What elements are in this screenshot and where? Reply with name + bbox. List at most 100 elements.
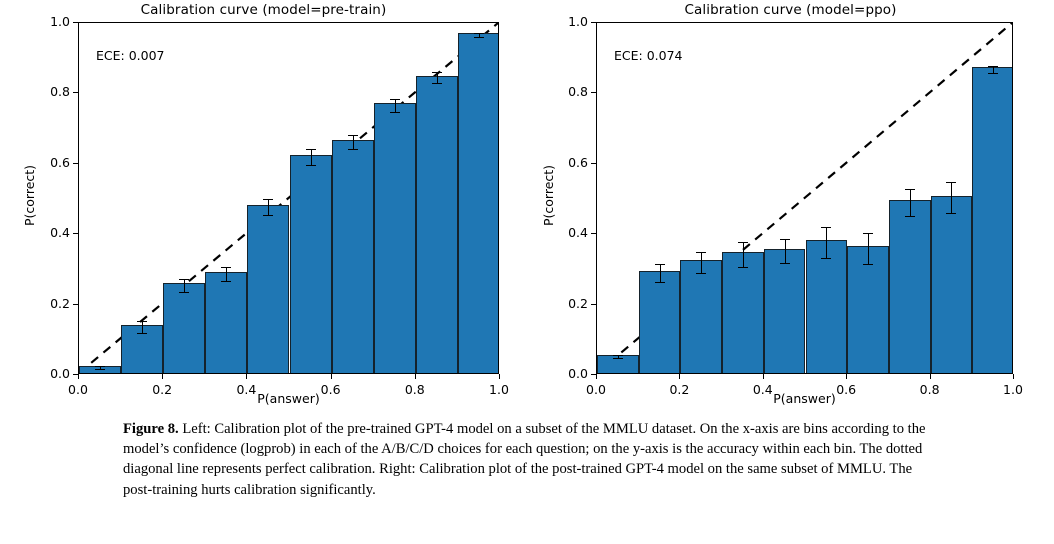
y-tick-mark [73,162,78,164]
figure-caption: Figure 8. Left: Calibration plot of the … [123,419,933,500]
error-bar-cap [654,282,665,284]
figure-caption-label: Figure 8. [123,421,179,437]
x-tick-label: 0.4 [752,382,773,397]
error-bar-cap [473,32,484,34]
x-tick-label: 1.0 [1003,382,1023,397]
y-tick-label: 1.0 [50,14,70,29]
error-bar-cap [347,134,358,136]
y-tick-mark [591,92,596,94]
error-bar [394,98,396,113]
error-bar [826,226,828,258]
calibration-bar [163,283,206,373]
x-tick-mark [596,374,597,379]
x-tick-label: 0.4 [236,382,257,397]
y-axis-label-left: P(correct) [22,164,37,226]
plot-area-left [78,22,499,374]
y-tick-label: 0.2 [50,295,70,311]
y-tick-label: 0.6 [568,154,588,170]
error-bar-cap [95,366,106,368]
calibration-bar [638,271,681,373]
error-bar [909,188,911,216]
y-tick-label: 0.2 [568,295,588,311]
y-tick-label: 0.4 [568,225,588,241]
error-bar-cap [988,65,999,67]
error-bar-cap [263,199,274,201]
x-tick-mark [78,374,79,379]
error-bar-cap [179,278,190,280]
error-bar-cap [263,214,274,216]
y-tick-mark [591,303,596,305]
error-bar-cap [779,263,790,265]
error-bar-cap [696,252,707,254]
calibration-bar [331,139,374,373]
calibration-bar [930,195,973,373]
x-tick-label: 0.8 [919,382,940,397]
error-bar-cap [95,369,106,371]
figure-caption-body: Left: Calibration plot of the pre-traine… [123,421,926,498]
error-bar-cap [179,291,190,293]
y-tick-label: 0.8 [50,84,70,100]
x-tick-label: 0.6 [320,382,341,397]
error-bar-cap [946,181,957,183]
error-bar [310,149,312,165]
calibration-bar [457,32,498,373]
ece-annotation-right: ECE: 0.074 [614,48,683,63]
x-tick-label: 0.0 [586,382,606,397]
error-bar [184,278,186,292]
x-tick-mark [162,374,164,379]
y-tick-mark [591,374,596,375]
y-tick-mark [591,22,596,23]
x-tick-mark [762,374,764,379]
error-bar [742,241,744,267]
x-tick-label: 1.0 [489,382,509,397]
error-bar [436,72,438,83]
error-bar-cap [431,82,442,84]
y-tick-mark [591,233,596,235]
error-bar [659,264,661,283]
y-tick-mark [73,92,78,94]
plot-area-right [596,22,1013,374]
plot-inner-right [597,23,1012,373]
y-tick-mark [73,233,78,235]
calibration-bar [415,75,458,373]
y-tick-label: 0.0 [568,366,588,381]
error-bar [617,355,619,359]
error-bar-cap [347,149,358,151]
x-tick-label: 0.6 [836,382,857,397]
error-bar [784,238,786,264]
error-bar-cap [863,232,874,234]
error-bar-cap [137,333,148,335]
error-bar-cap [431,72,442,74]
y-tick-label: 0.6 [50,154,70,170]
calibration-bar [763,249,806,373]
perfect-calibration-line-left [79,23,498,373]
y-tick-label: 0.4 [50,225,70,241]
error-bar-cap [612,355,623,357]
x-tick-label: 0.8 [404,382,425,397]
error-bar-cap [779,238,790,240]
chart-title-right: Calibration curve (model=ppo) [684,2,897,18]
error-bar-cap [612,358,623,360]
error-bar [226,267,228,281]
x-tick-mark [414,374,416,379]
x-tick-mark [499,374,500,379]
error-bar-cap [904,188,915,190]
error-bar-cap [821,257,832,259]
error-bar-cap [737,266,748,268]
x-axis-label-left: P(answer) [257,391,320,406]
error-bar [951,181,953,214]
x-tick-mark [679,374,681,379]
y-tick-mark [73,22,78,23]
error-bar [701,252,703,273]
error-bar-cap [904,215,915,217]
x-tick-mark [846,374,848,379]
error-bar-cap [305,149,316,151]
y-axis-label-right: P(correct) [541,164,556,226]
calibration-bar [847,246,889,373]
x-tick-mark [246,374,248,379]
x-tick-mark [1013,374,1014,379]
error-bar-cap [696,272,707,274]
x-axis-label-right: P(answer) [773,391,836,406]
error-bar-cap [946,213,957,215]
y-tick-label: 1.0 [568,14,588,29]
